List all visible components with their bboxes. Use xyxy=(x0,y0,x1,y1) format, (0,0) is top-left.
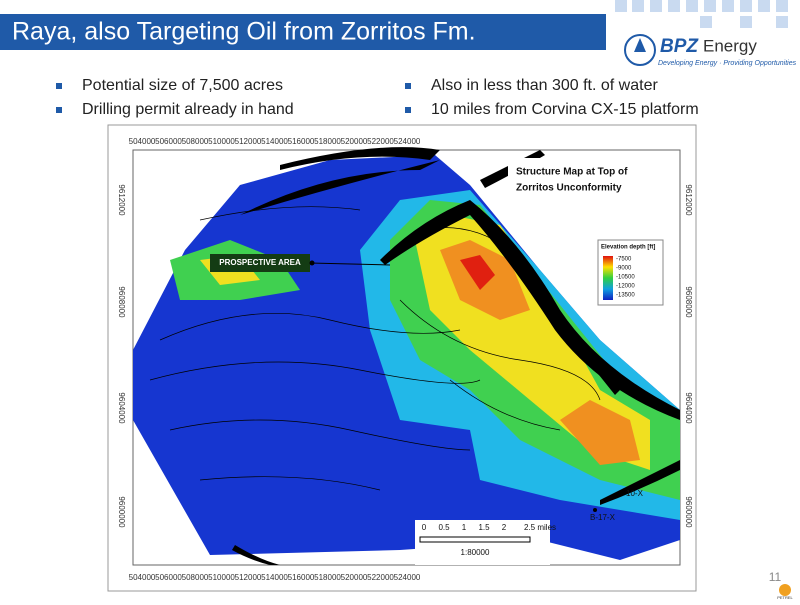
scale-bar xyxy=(419,536,531,543)
legend-entry: -12000 xyxy=(616,284,635,290)
slide-title: Raya, also Targeting Oil from Zorritos F… xyxy=(12,18,476,46)
legend-ramp xyxy=(603,256,613,300)
x-label-bottom: 506000 xyxy=(155,573,182,582)
page-number: 11 xyxy=(769,570,782,584)
logo-icon xyxy=(624,34,656,66)
x-label-top: 510000 xyxy=(208,137,235,146)
annotation-dot xyxy=(309,260,315,266)
x-label-bottom: 520000 xyxy=(341,573,368,582)
scale-label: 0 xyxy=(422,523,427,532)
scale-label: 1 xyxy=(462,523,467,532)
x-label-bottom: 516000 xyxy=(288,573,315,582)
well-label: 10-X xyxy=(626,489,644,498)
annotation-box xyxy=(210,254,310,272)
x-label-top: 506000 xyxy=(155,137,182,146)
well-label: B-17-X xyxy=(590,513,616,522)
x-label-top: 504000 xyxy=(129,137,156,146)
annotation-line xyxy=(309,262,391,266)
map-title: Structure Map at Top of xyxy=(516,167,628,178)
petrel-logo xyxy=(779,584,791,596)
bullet-text: Also in less than 300 ft. of water xyxy=(431,77,658,94)
x-label-bottom: 522000 xyxy=(367,573,394,582)
bullet-text: Potential size of 7,500 acres xyxy=(82,77,283,94)
bullet-marker xyxy=(405,107,411,113)
x-label-bottom: 518000 xyxy=(314,573,341,582)
logo-brand: BPZ xyxy=(660,36,699,57)
y-label-left: 9608000 xyxy=(117,286,126,318)
legend-entry: -13500 xyxy=(616,293,635,299)
bullet-marker xyxy=(56,107,62,113)
well xyxy=(593,508,597,512)
bullet-marker xyxy=(405,83,411,89)
y-label-left: 9604000 xyxy=(117,392,126,424)
x-label-top: 512000 xyxy=(235,137,262,146)
x-label-top: 522000 xyxy=(367,137,394,146)
y-label-right: 9600000 xyxy=(684,496,693,528)
x-label-top: 524000 xyxy=(394,137,421,146)
x-label-bottom: 508000 xyxy=(182,573,209,582)
y-label-right: 9608000 xyxy=(684,286,693,318)
scale-label: 2 xyxy=(502,523,507,532)
legend-entry: -10500 xyxy=(616,275,635,281)
annotation: PROSPECTIVE AREA xyxy=(219,258,301,267)
legend-title: Elevation depth [ft] xyxy=(601,245,655,251)
map-title-box xyxy=(508,158,648,202)
logo-tagline: Developing Energy · Providing Opportunit… xyxy=(658,60,797,67)
scale-label: 1.5 xyxy=(478,523,490,532)
legend-entry: -9000 xyxy=(616,266,632,272)
title-bar xyxy=(0,14,606,50)
decor-squares xyxy=(615,0,788,28)
x-label-top: 508000 xyxy=(182,137,209,146)
x-label-bottom: 514000 xyxy=(261,573,288,582)
logo-drop xyxy=(634,38,646,52)
well xyxy=(623,488,627,492)
x-label-top: 520000 xyxy=(341,137,368,146)
bullet-text: 10 miles from Corvina CX-15 platform xyxy=(431,101,699,118)
y-label-right: 9612000 xyxy=(684,184,693,216)
y-label-left: 9600000 xyxy=(117,496,126,528)
x-label-top: 518000 xyxy=(314,137,341,146)
logo-word: Energy xyxy=(703,36,757,55)
scale-ratio: 1:80000 xyxy=(461,548,490,557)
bullet-text: Drilling permit already in hand xyxy=(82,101,294,118)
x-label-bottom: 504000 xyxy=(129,573,156,582)
y-label-right: 9604000 xyxy=(684,392,693,424)
x-label-bottom: 510000 xyxy=(208,573,235,582)
legend-entry: -7500 xyxy=(616,257,632,263)
map-title: Zorritos Unconformity xyxy=(516,183,622,194)
x-label-top: 514000 xyxy=(261,137,288,146)
x-label-bottom: 524000 xyxy=(394,573,421,582)
x-label-bottom: 512000 xyxy=(235,573,262,582)
y-label-left: 9612000 xyxy=(117,184,126,216)
software-label: PETREL xyxy=(777,595,793,600)
bullet-marker xyxy=(56,83,62,89)
scale-label: 0.5 xyxy=(438,523,450,532)
x-label-top: 516000 xyxy=(288,137,315,146)
scale-label: 2.5 miles xyxy=(524,523,556,532)
